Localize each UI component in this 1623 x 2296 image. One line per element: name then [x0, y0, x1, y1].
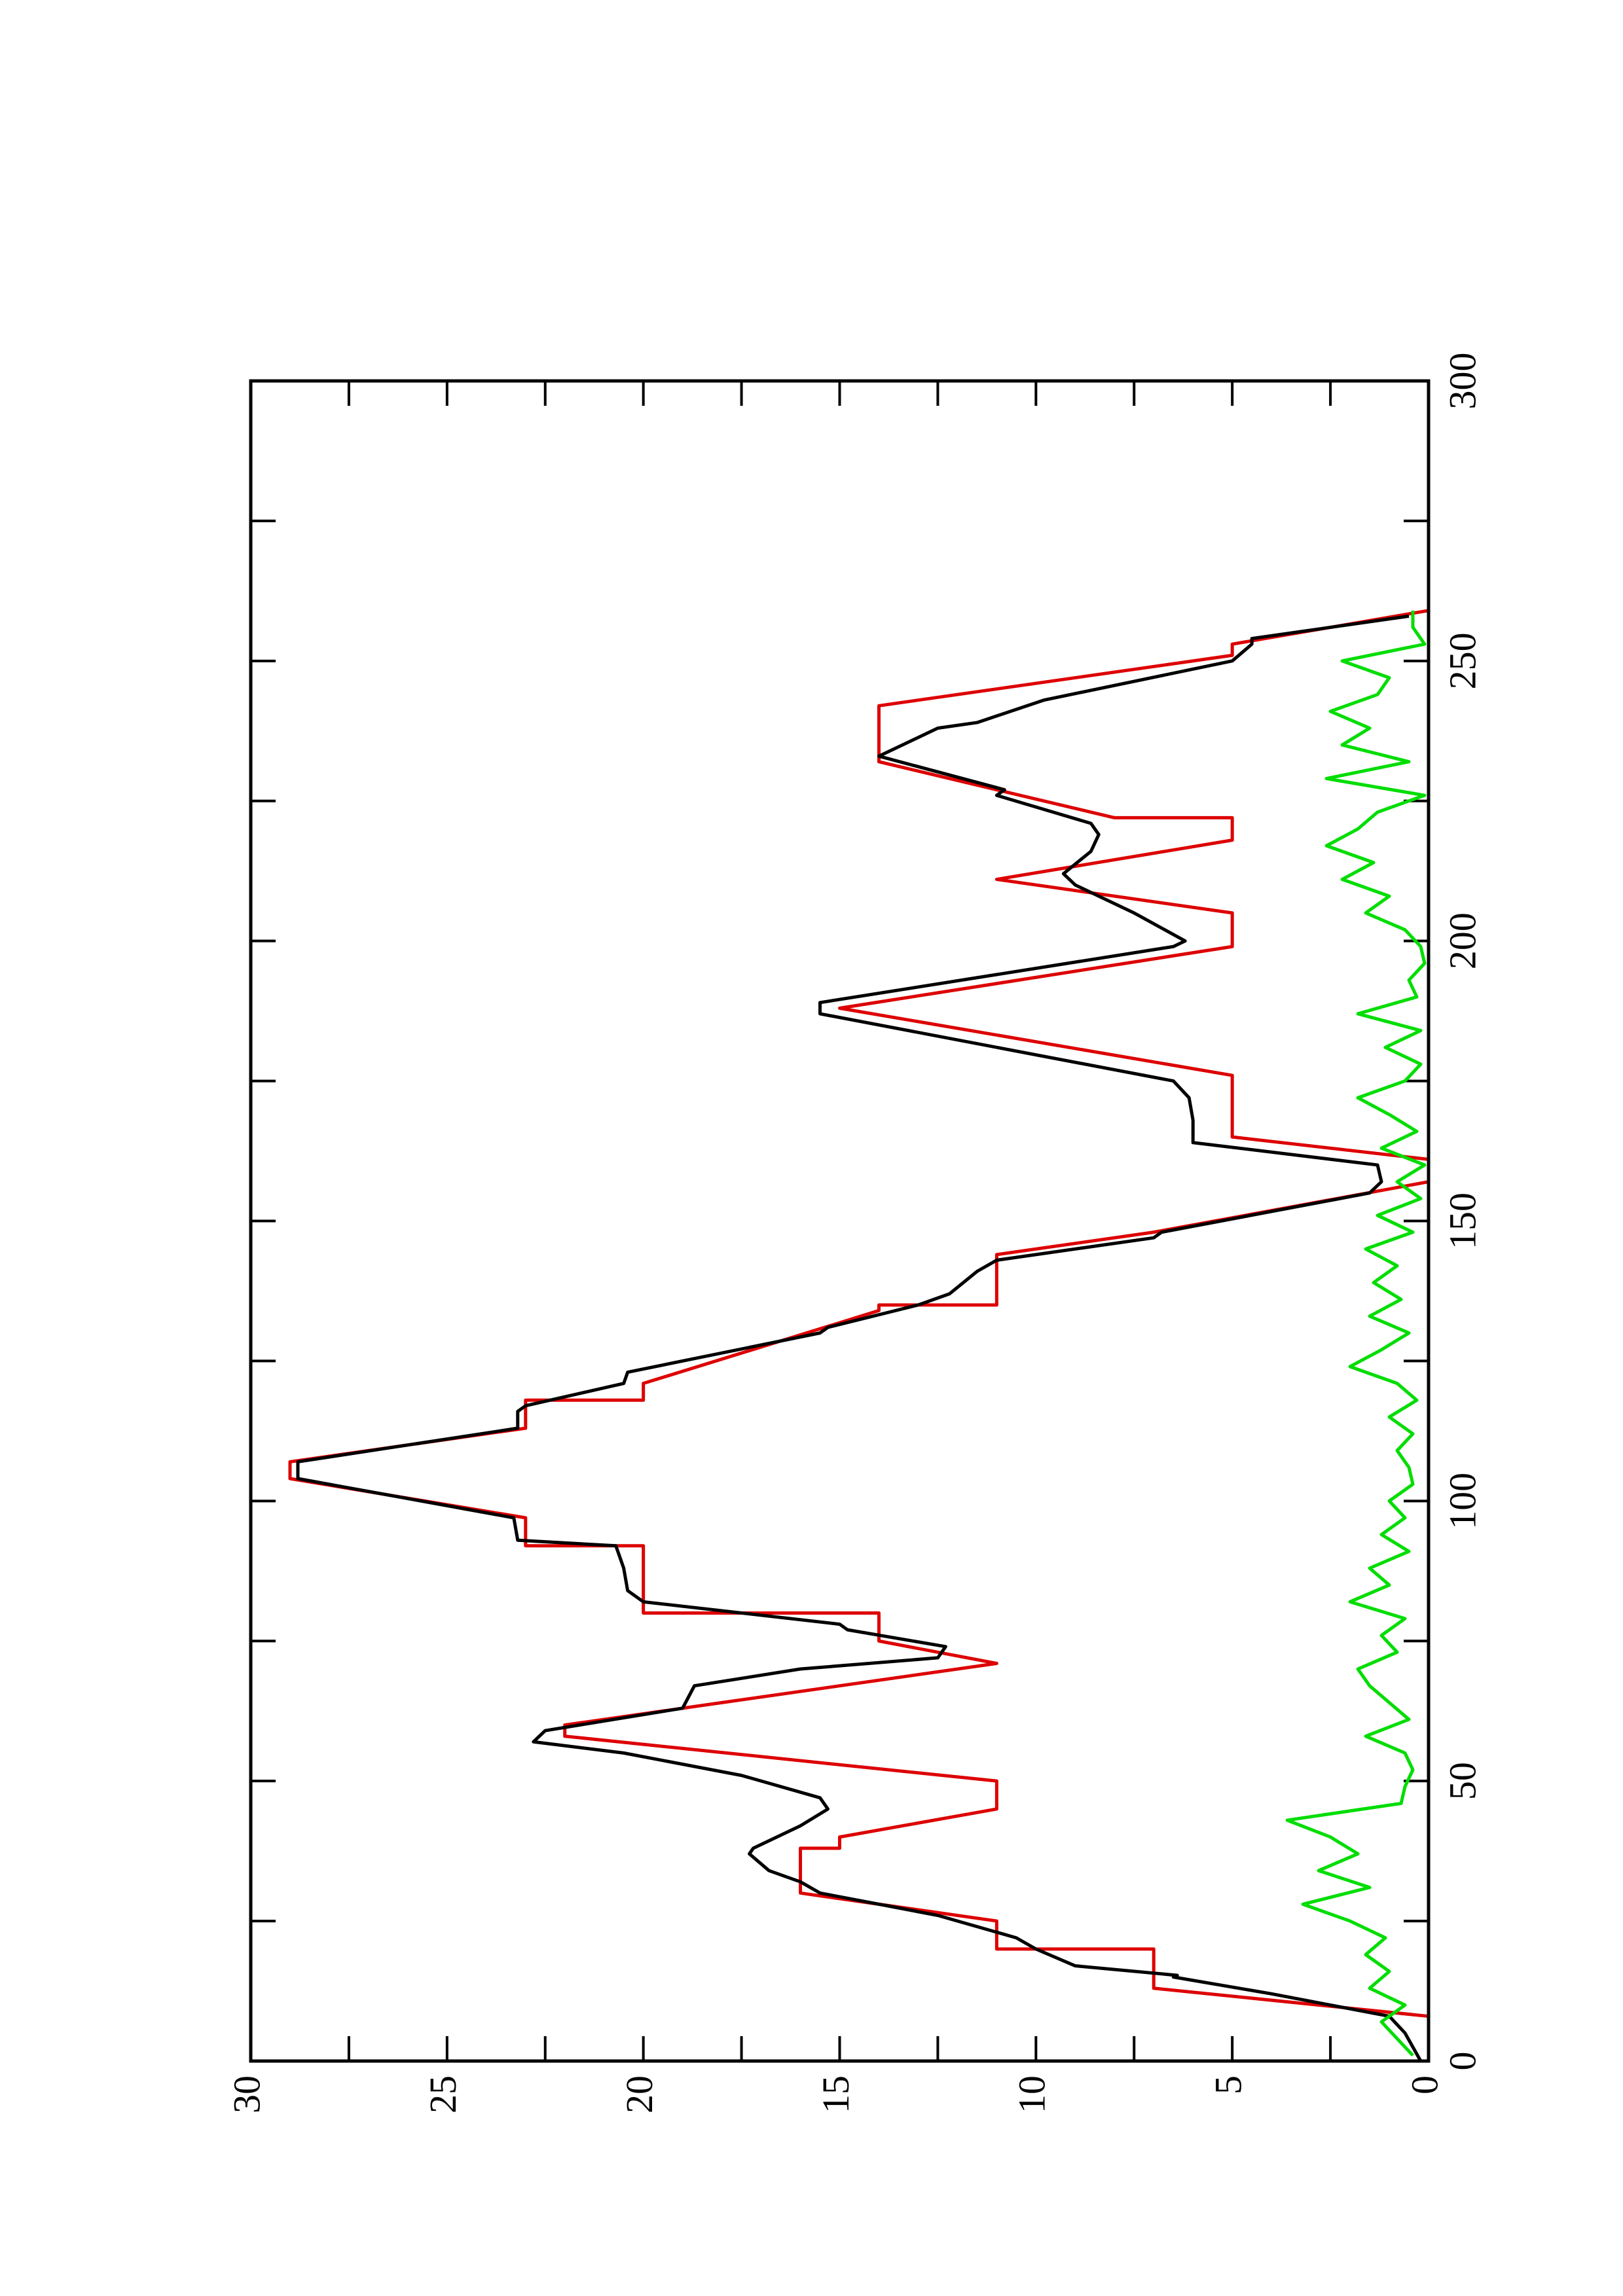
series-line	[288, 609, 1431, 2018]
y-tick-label: 15	[814, 2075, 857, 2113]
y-tick-label: 5	[1207, 2075, 1249, 2094]
x-tick-label: 100	[1442, 1473, 1484, 1530]
plot-frame	[249, 379, 1431, 2063]
rotated-plot: 0 50 100 150 200 250 300 0 5 10 15 20 25 30	[225, 353, 1484, 2114]
y-tick-label: 25	[422, 2075, 464, 2113]
x-tick-label: 200	[1442, 912, 1484, 969]
y-tick-label: 10	[1011, 2075, 1053, 2113]
y-tick-label: 30	[225, 2075, 268, 2113]
series-line	[296, 614, 1423, 2062]
x-tick-label: 150	[1442, 1193, 1484, 1249]
x-tick-label: 300	[1442, 353, 1484, 410]
x-tick-label: 50	[1442, 1762, 1484, 1800]
x-tick-label: 250	[1442, 632, 1484, 689]
y-tick-label: 0	[1403, 2075, 1446, 2094]
x-tick-label: 0	[1442, 2052, 1484, 2071]
series-line	[1285, 610, 1427, 2057]
y-tick-label: 20	[618, 2075, 661, 2113]
